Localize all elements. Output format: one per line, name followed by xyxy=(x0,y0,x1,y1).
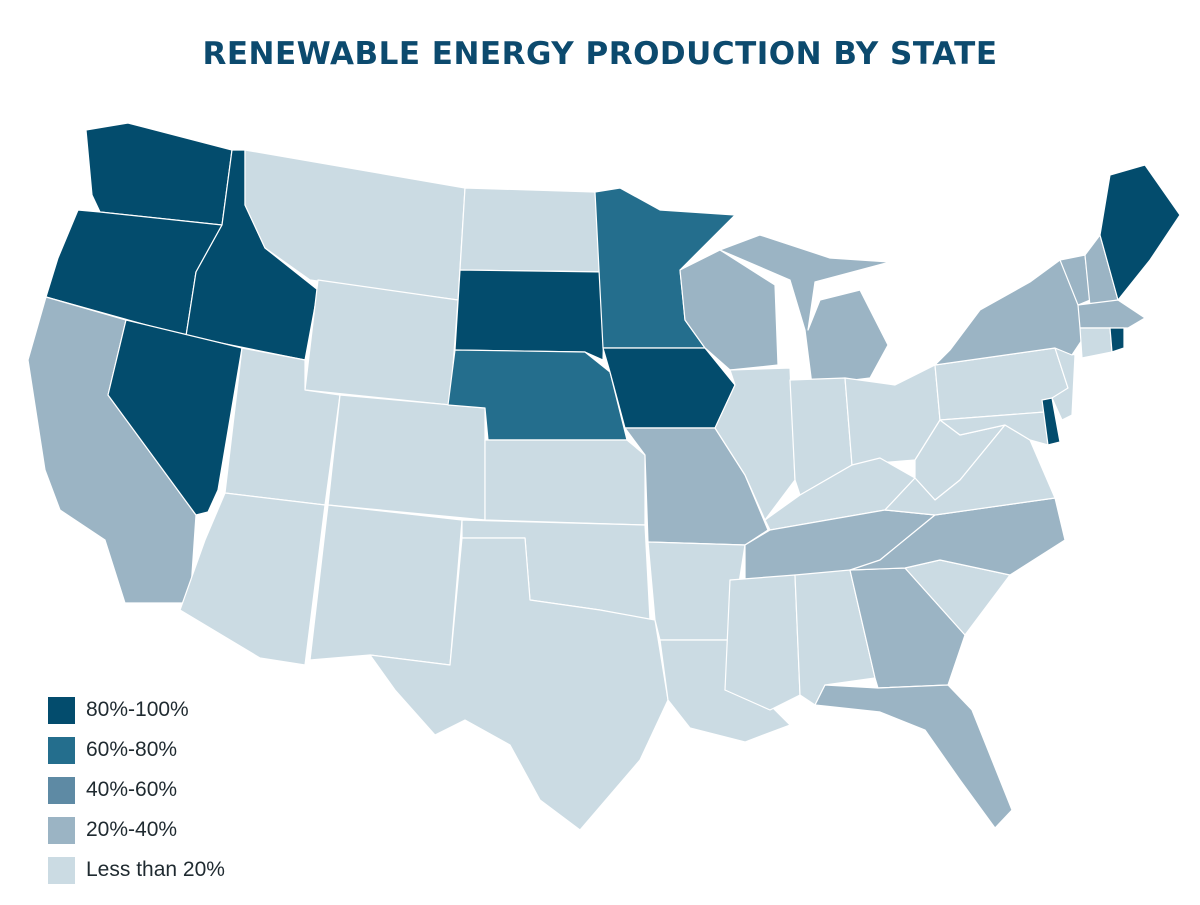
legend-label: 40%-60% xyxy=(86,778,178,801)
state-NY xyxy=(934,259,1083,366)
state-WY xyxy=(304,279,459,406)
legend-label: 80%-100% xyxy=(86,698,189,721)
state-ME xyxy=(1099,164,1181,301)
legend-label: 20%-40% xyxy=(86,818,178,841)
state-NJ xyxy=(1051,347,1076,421)
state-CO xyxy=(327,394,486,521)
state-NM xyxy=(309,504,463,666)
legend-item: Less than 20% xyxy=(48,850,225,890)
state-FL xyxy=(814,684,1013,829)
legend-swatch xyxy=(48,856,75,884)
state-AZ xyxy=(179,492,326,666)
state-ND xyxy=(459,187,606,273)
legend-label: Less than 20% xyxy=(86,858,225,881)
state-MI xyxy=(719,234,891,386)
legend-item: 20%-40% xyxy=(48,810,225,850)
legend-item: 60%-80% xyxy=(48,730,225,770)
state-CT xyxy=(1079,327,1113,359)
legend: 80%-100% 60%-80% 40%-60% 20%-40% Less th… xyxy=(48,690,225,890)
state-SD xyxy=(454,269,606,361)
state-IA xyxy=(602,347,736,429)
state-TX xyxy=(369,537,669,831)
state-WI xyxy=(679,249,779,371)
legend-item: 40%-60% xyxy=(48,770,225,810)
legend-label: 60%-80% xyxy=(86,738,178,761)
state-MA xyxy=(1077,299,1146,329)
state-KS xyxy=(484,439,646,526)
legend-swatch xyxy=(48,736,75,764)
legend-swatch xyxy=(48,776,75,804)
map-title: RENEWABLE ENERGY PRODUCTION BY STATE xyxy=(202,36,998,72)
state-MS xyxy=(724,574,801,711)
legend-swatch xyxy=(48,816,75,844)
state-DE xyxy=(1041,397,1061,446)
state-WA xyxy=(85,122,233,226)
legend-swatch xyxy=(48,696,75,724)
state-RI xyxy=(1109,327,1125,353)
legend-item: 80%-100% xyxy=(48,690,225,730)
